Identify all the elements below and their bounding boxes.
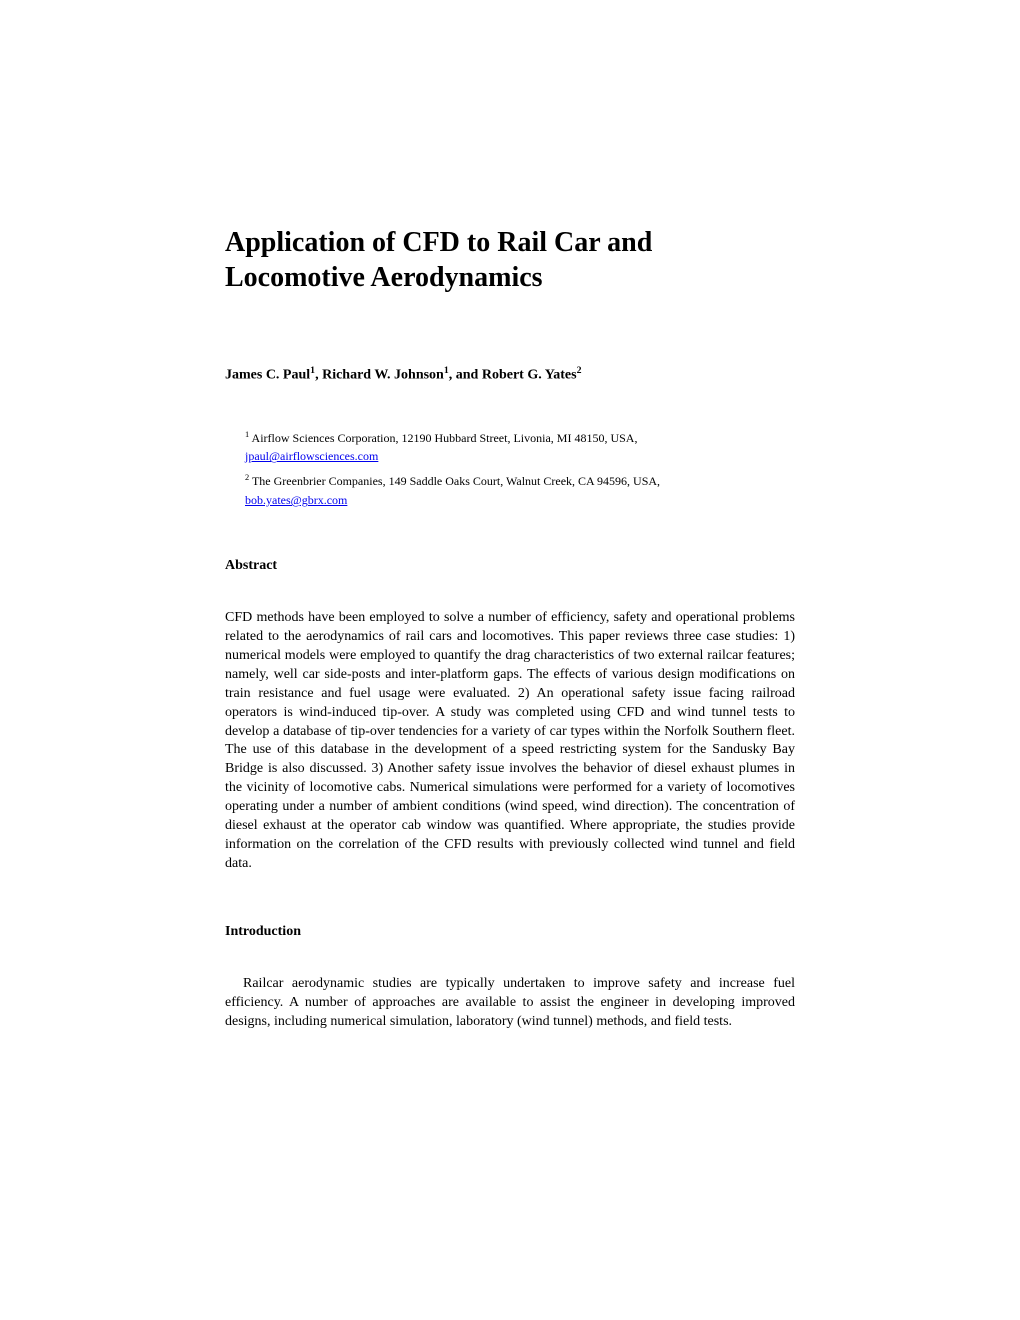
introduction-body: Railcar aerodynamic studies are typicall… <box>225 975 795 1032</box>
affiliation-2-email[interactable]: bob.yates@gbrx.com <box>245 493 795 508</box>
affiliation-2: 2 The Greenbrier Companies, 149 Saddle O… <box>225 472 795 508</box>
authors-line: James C. Paul1, Richard W. Johnson1, and… <box>225 365 795 384</box>
paper-title: Application of CFD to Rail Car and Locom… <box>225 225 795 295</box>
affiliation-1: 1 Airflow Sciences Corporation, 12190 Hu… <box>225 429 795 465</box>
introduction-heading: Introduction <box>225 924 795 940</box>
affiliation-1-text: 1 Airflow Sciences Corporation, 12190 Hu… <box>245 429 795 447</box>
abstract-heading: Abstract <box>225 558 795 574</box>
affiliation-2-text: 2 The Greenbrier Companies, 149 Saddle O… <box>245 472 795 490</box>
abstract-body: CFD methods have been employed to solve … <box>225 609 795 873</box>
affiliations-block: 1 Airflow Sciences Corporation, 12190 Hu… <box>225 429 795 509</box>
affiliation-1-email[interactable]: jpaul@airflowsciences.com <box>245 449 795 464</box>
